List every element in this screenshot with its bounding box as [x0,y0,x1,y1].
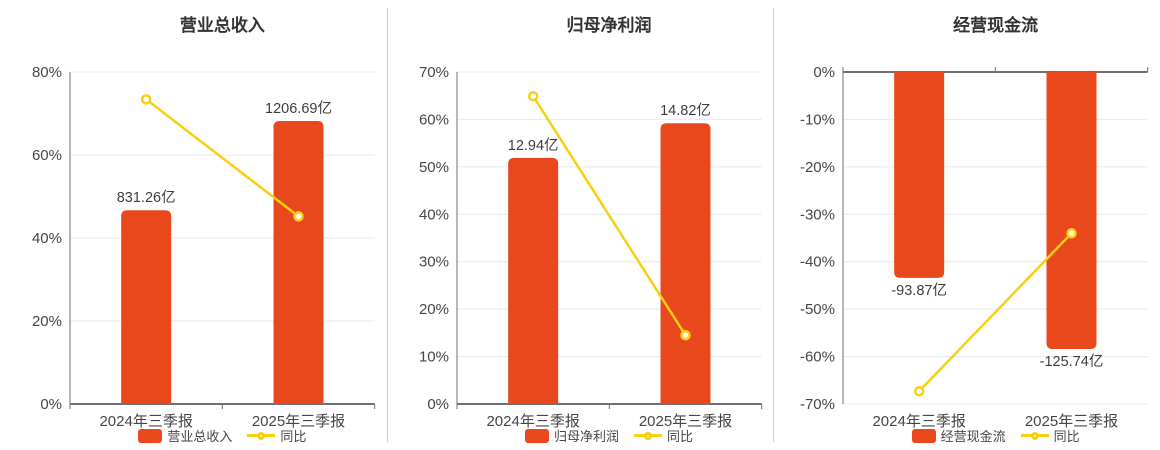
chart-title-revenue: 营业总收入 [179,16,265,35]
bar-value-label: 1206.69亿 [265,100,332,117]
yoy-point-2025-q3[interactable] [1066,228,1078,239]
legend-item-cash-flow-yoy[interactable]: 同比 [1020,426,1080,445]
revenue-plot-area[interactable]: 80% 60% 40% 20% 0% 831.26亿 1206.69亿 2024年三季报 202… [0,0,387,450]
chart-panel-operating-cash-flow: 经营现金流 0% -10% -20% -30% -40% -50% -60% -70% -93.… [773,0,1160,450]
net-profit-plot-area[interactable]: 70% 60% 50% 40% 30% 20% 10% 0% 12.94亿 14.82亿 2024年… [387,0,774,450]
yoy-point-2025-q3[interactable] [679,329,691,341]
bar-value-label: 831.26亿 [117,189,176,206]
y-tick-label: 0% [814,64,836,81]
y-tick-label: 50% [419,159,449,176]
chart-title-net-profit: 归母净利润 [566,16,652,35]
yoy-line[interactable] [531,94,687,337]
panel-divider [386,8,388,442]
legend-item-revenue-yoy[interactable]: 同比 [247,426,306,445]
chart-panel-revenue: 营业总收入 80% 60% 40% 20% 0% 831.26亿 1206.69亿 2024年… [0,0,387,450]
cash-flow-legend: 经营现金流 同比 [843,426,1148,445]
x-axis-label: 2025年三季报 [638,413,731,430]
y-tick-label: 10% [419,349,449,366]
x-axis-label: 2024年三季报 [486,413,579,430]
y-tick-label: 20% [32,313,62,330]
yoy-point-2024-q3[interactable] [914,385,925,397]
line-swatch-icon [634,429,662,442]
legend-label: 归母净利润 [553,429,619,444]
line-swatch-icon [1020,429,1049,442]
x-axis-label: 2024年三季报 [873,413,966,430]
legend-label: 经营现金流 [940,429,1006,444]
bar-2025-q3[interactable] [660,123,711,405]
yoy-point-2024-q3[interactable] [527,90,539,102]
yoy-line[interactable] [144,98,300,218]
x-axis-label: 2024年三季报 [99,413,192,430]
y-tick-label: -70% [800,396,835,413]
panel-divider [773,8,775,442]
line-swatch-icon [247,429,276,442]
legend-label: 营业总收入 [167,429,233,444]
y-tick-label: -60% [800,349,835,366]
y-tick-label: 60% [419,111,449,128]
net-profit-legend: 归母净利润 同比 [457,426,762,445]
legend-label: 同比 [667,429,694,444]
y-tick-label: 0% [427,396,449,413]
y-tick-label: 80% [32,64,62,81]
legend-item-net-profit-bar[interactable]: 归母净利润 [524,426,619,445]
x-axis-label: 2025年三季报 [252,413,345,430]
y-tick-label: -40% [800,254,835,271]
y-tick-label: 70% [419,64,449,81]
legend-item-revenue-bar[interactable]: 营业总收入 [138,426,232,445]
y-tick-label: 40% [32,230,62,247]
y-tick-label: -20% [800,159,835,176]
bar-swatch-icon [138,428,163,443]
yoy-point-2025-q3[interactable] [293,211,304,222]
revenue-legend: 营业总收入 同比 [70,426,375,445]
y-tick-label: -50% [800,301,835,318]
cash-flow-plot-area[interactable]: 0% -10% -20% -30% -40% -50% -60% -70% -93.87亿 -12… [773,0,1160,450]
y-tick-label: 20% [419,301,449,318]
bar-value-label: 12.94亿 [507,137,558,154]
yoy-point-2024-q3[interactable] [140,94,152,105]
bar-2025-q3[interactable] [273,120,324,404]
y-tick-label: -10% [800,111,835,128]
bar-2024-q3[interactable] [507,157,558,404]
bar-value-label: 14.82亿 [660,102,711,119]
y-tick-label: 0% [40,396,62,413]
bar-swatch-icon [524,428,549,443]
chart-title-cash-flow: 经营现金流 [953,16,1039,35]
bar-swatch-icon [911,428,936,443]
chart-panel-net-profit: 归母净利润 70% 60% 50% 40% 30% 20% 10% 0% 12.94亿 14.82… [387,0,774,450]
x-axis-label: 2025年三季报 [1025,413,1118,430]
legend-label: 同比 [280,429,307,444]
bar-2025-q3[interactable] [1046,72,1097,349]
bar-2024-q3[interactable] [894,72,945,278]
y-tick-label: 60% [32,147,62,164]
y-tick-label: -30% [800,206,835,223]
yoy-line[interactable] [918,232,1074,393]
y-tick-label: 30% [419,254,449,271]
legend-item-cash-flow-bar[interactable]: 经营现金流 [911,426,1006,445]
bar-value-label: -93.87亿 [892,282,948,299]
y-tick-label: 40% [419,206,449,223]
bar-value-label: -125.74亿 [1040,353,1104,370]
legend-label: 同比 [1053,429,1080,444]
bar-2024-q3[interactable] [121,210,172,404]
legend-item-net-profit-yoy[interactable]: 同比 [634,426,693,445]
